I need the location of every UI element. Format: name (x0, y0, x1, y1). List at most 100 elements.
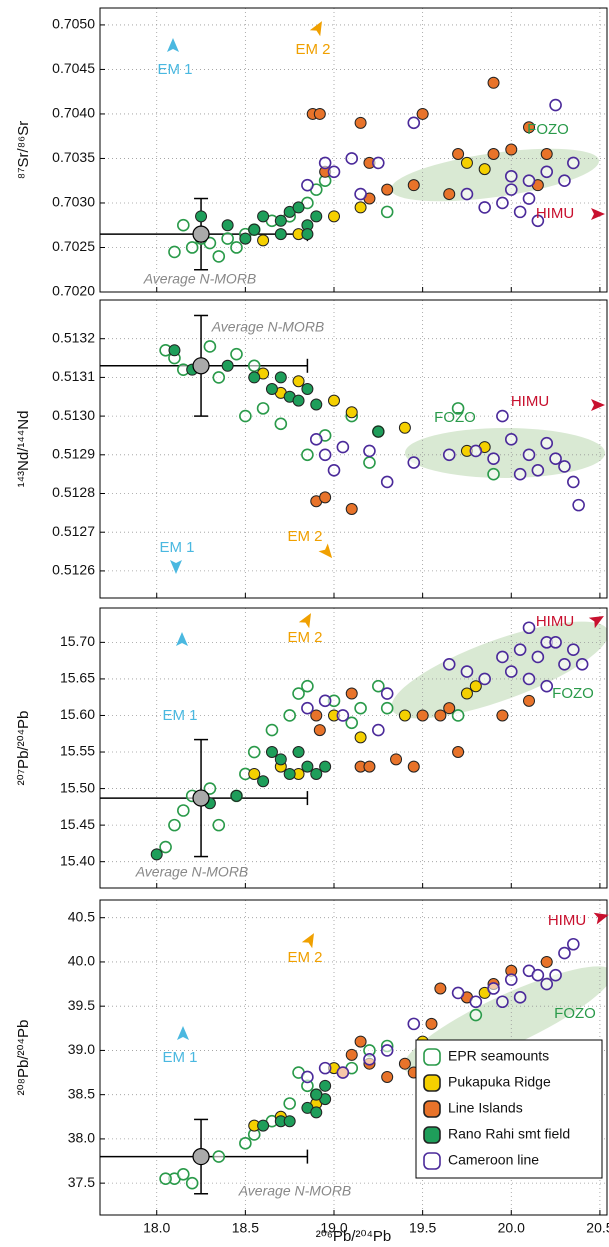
end-member-arrow (301, 933, 314, 949)
point (318, 1061, 332, 1075)
point (328, 210, 340, 223)
point (425, 1017, 438, 1030)
point (274, 228, 287, 241)
point (540, 955, 553, 968)
point (549, 636, 562, 649)
point (345, 502, 358, 515)
point (159, 1172, 172, 1186)
point (487, 467, 500, 481)
x-tick-label: 20.5 (586, 1220, 609, 1236)
point (372, 156, 385, 170)
point (496, 995, 509, 1009)
point (319, 760, 332, 773)
point (452, 746, 465, 759)
point (345, 152, 359, 165)
point (336, 440, 350, 454)
x-axis-label: ²⁰⁶Pb/²⁰⁴Pb (316, 1228, 392, 1245)
point (478, 201, 491, 214)
x-tick-label: 19.5 (409, 1220, 436, 1236)
point (328, 394, 340, 407)
point (310, 1106, 323, 1119)
point (522, 192, 536, 205)
point (504, 183, 518, 196)
fozo-field (390, 148, 600, 202)
y-tick-label: 38.0 (68, 1130, 95, 1146)
point (407, 116, 421, 130)
point (540, 679, 554, 693)
point (177, 218, 190, 232)
point (292, 201, 305, 214)
point (301, 701, 314, 715)
point (309, 433, 323, 446)
point (531, 968, 545, 982)
point (230, 789, 243, 802)
point (283, 1115, 296, 1128)
y-tick-label: 15.50 (60, 779, 95, 795)
annotation: EM 1 (157, 61, 192, 78)
point (558, 174, 571, 188)
point (327, 165, 341, 179)
point (442, 448, 456, 462)
point (380, 475, 394, 489)
point (301, 679, 314, 693)
point (513, 991, 527, 1004)
point (301, 760, 314, 773)
point (301, 178, 314, 192)
end-member-arrow (309, 21, 322, 37)
point (487, 148, 500, 161)
reference-label: Average N-MORB (211, 319, 325, 335)
y-tick-label: 0.5128 (52, 484, 95, 500)
point (265, 746, 278, 759)
point (416, 709, 429, 722)
point (380, 701, 394, 715)
y-tick-label: 0.7040 (52, 105, 95, 121)
point (150, 848, 163, 861)
point (185, 241, 199, 254)
point (469, 680, 482, 693)
point (247, 359, 261, 373)
point (487, 76, 500, 89)
point (434, 709, 447, 722)
point (451, 402, 465, 415)
point (318, 156, 332, 170)
annotation: HIMU (536, 613, 574, 630)
point (505, 143, 518, 156)
y-tick-label: 15.65 (60, 670, 95, 686)
frame (99, 7, 608, 293)
reference-point (192, 789, 210, 807)
y-axis-label: ¹⁴³Nd/¹⁴⁴Nd (15, 411, 32, 488)
end-member-arrow (318, 543, 333, 559)
point (460, 187, 474, 201)
point (310, 709, 323, 722)
point (354, 116, 367, 129)
y-tick-label: 0.7020 (52, 283, 95, 299)
point (319, 491, 332, 504)
x-tick-label: 18.5 (232, 1220, 259, 1236)
point (416, 107, 429, 120)
frame (99, 607, 608, 889)
point (313, 107, 326, 120)
point (310, 1088, 323, 1101)
point (540, 977, 554, 991)
point (523, 121, 535, 134)
reference-point (192, 1148, 210, 1166)
y-tick-label: 0.5129 (52, 446, 95, 462)
point (513, 205, 527, 219)
y-tick-label: 0.5131 (52, 368, 95, 384)
legend-label: Line Islands (448, 1100, 523, 1116)
y-tick-label: 0.5130 (52, 407, 95, 423)
y-tick-label: 0.7025 (52, 238, 95, 254)
point (345, 1048, 358, 1061)
point (567, 643, 580, 656)
annotation: HIMU (511, 393, 549, 410)
point (354, 201, 367, 214)
point (487, 982, 500, 995)
point (212, 250, 226, 263)
point (354, 701, 367, 715)
point (318, 694, 332, 708)
y-axis-label: ⁸⁷Sr/⁸⁶Sr (15, 121, 32, 179)
point (354, 187, 367, 201)
point (380, 1044, 394, 1057)
legend-label: Rano Rahi smt field (448, 1126, 570, 1142)
point (531, 463, 545, 477)
